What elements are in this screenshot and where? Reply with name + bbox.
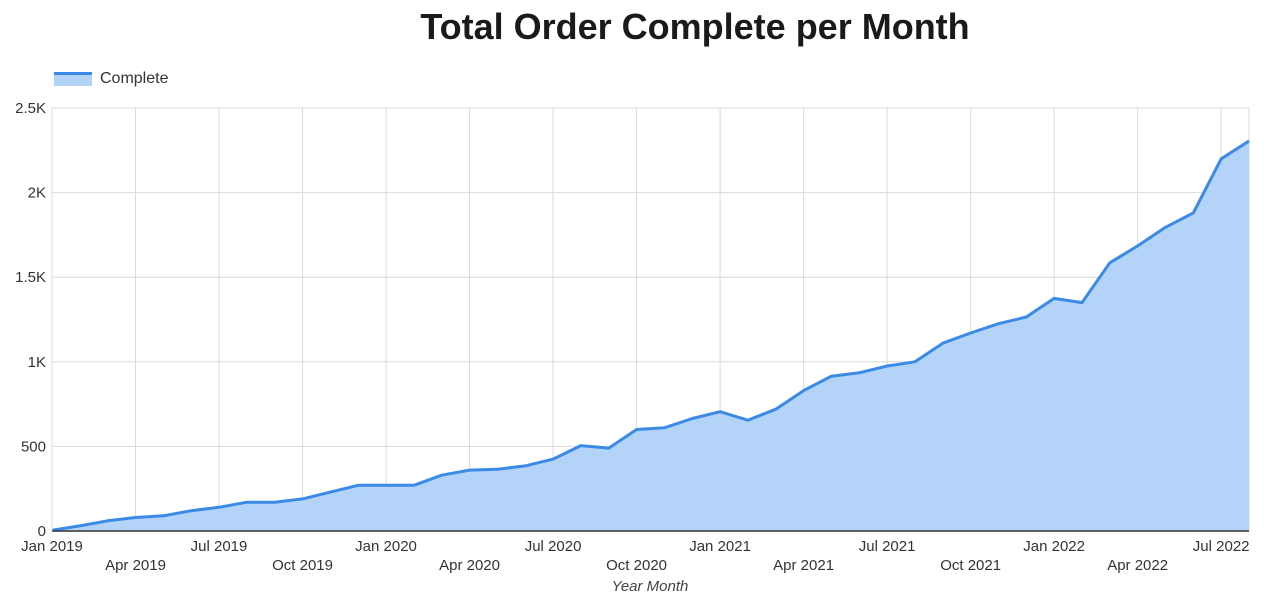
x-tick-label: Jan 2019 [21,538,83,555]
y-tick-label: 2K [28,185,46,202]
series-line-complete [51,139,1250,532]
y-tick-label: 2.5K [15,100,46,117]
x-tick-label: Apr 2019 [105,557,166,574]
area-layer [51,139,1250,532]
x-axis-title: Year Month [612,578,689,595]
x-tick-label: Jul 2021 [859,538,916,555]
x-tick-label: Oct 2021 [940,557,1001,574]
y-tick-label: 1K [28,354,46,371]
legend-swatch-complete [54,72,92,86]
chart-title: Total Order Complete per Month [420,6,970,47]
x-tick-label: Jul 2019 [191,538,248,555]
axis-layer: 0 500 1K 1.5K 2K 2.5K Jan 2019 Apr 2019 Jul 2019… [15,100,1249,574]
x-tick-label: Oct 2020 [606,557,667,574]
x-tick-label: Jan 2020 [355,538,417,555]
legend: Complete [54,70,168,88]
x-tick-label: Apr 2020 [439,557,500,574]
x-tick-label: Jan 2021 [689,538,751,555]
x-tick-label: Jul 2022 [1193,538,1250,555]
x-tick-label: Oct 2019 [272,557,333,574]
y-tick-label: 500 [21,438,46,455]
x-tick-label: Apr 2022 [1107,557,1168,574]
x-tick-label: Jul 2020 [525,538,582,555]
series-area-complete [52,141,1249,531]
legend-label-complete: Complete [100,70,169,87]
x-tick-label: Jan 2022 [1023,538,1085,555]
y-tick-label: 1.5K [15,269,46,286]
y-tick-label: 0 [38,523,46,540]
x-tick-label: Apr 2021 [773,557,834,574]
